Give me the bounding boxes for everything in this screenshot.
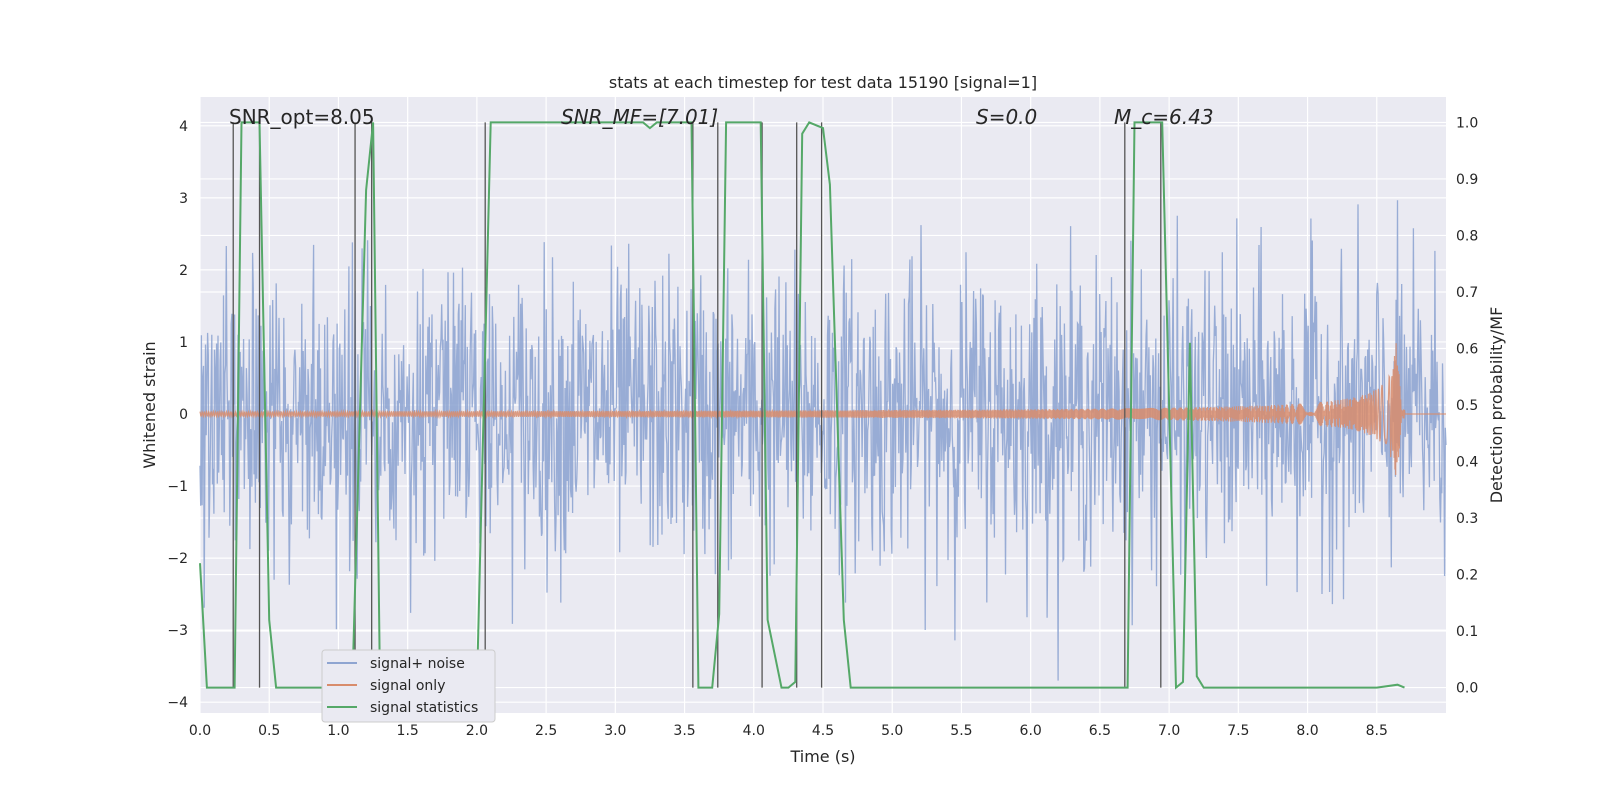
y-tick-label-right: 0.2 [1456, 568, 1478, 584]
y-tick-label-right: 0.1 [1456, 624, 1478, 640]
y-axis-left-title: Whitened strain [140, 341, 159, 468]
ticks: 0.0 0.5 1.0 1.5 2.0 2.5 3.0 3.5 4.0 4.5 5.0 5.5 6.0 6… [167, 115, 1478, 739]
annotation-snr-opt: SNR_opt=8.05 [229, 105, 375, 129]
y-tick-label-right: 0.3 [1456, 511, 1478, 527]
x-tick-label: 2.0 [466, 723, 488, 739]
y-tick-label-left: −1 [167, 479, 188, 495]
y-tick-label-right: 0.4 [1456, 455, 1478, 471]
y-tick-label-left: −3 [167, 623, 188, 639]
x-tick-label: 1.5 [397, 723, 419, 739]
y-tick-label-right: 0.5 [1456, 398, 1478, 414]
annotation-snr-mf: SNR_MF=[7.01] [561, 105, 718, 129]
x-tick-label: 4.5 [812, 723, 834, 739]
y-tick-label-right: 1.0 [1456, 115, 1478, 131]
signal-noise-line [199, 200, 1447, 681]
signal-statistics-line [199, 121, 1405, 690]
x-tick-label: 7.0 [1158, 723, 1180, 739]
legend: signal+ noise signal only signal statist… [321, 649, 496, 723]
x-tick-label: 8.5 [1366, 723, 1388, 739]
signal-only-series [199, 343, 1446, 476]
y-tick-label-left: 3 [179, 191, 188, 207]
x-tick-label: 6.5 [1089, 723, 1111, 739]
signal-only-line [199, 343, 1446, 476]
x-tick-label: 3.0 [604, 723, 626, 739]
y-tick-label-left: 0 [179, 407, 188, 423]
x-tick-label: 0.0 [189, 723, 211, 739]
plot-area [199, 121, 1447, 690]
y-tick-label-right: 0.9 [1456, 172, 1478, 188]
legend-label-signal-statistics: signal statistics [370, 700, 478, 716]
x-tick-label: 8.0 [1296, 723, 1318, 739]
y-tick-label-right: 0.7 [1456, 285, 1478, 301]
x-tick-label: 7.5 [1227, 723, 1249, 739]
legend-label-signal-noise: signal+ noise [370, 656, 465, 672]
y-tick-label-left: −4 [167, 695, 188, 711]
x-tick-label: 5.0 [881, 723, 903, 739]
x-axis-title: Time (s) [789, 747, 855, 766]
legend-label-signal-only: signal only [370, 678, 445, 694]
x-tick-label: 1.0 [327, 723, 349, 739]
annotation-s: S=0.0 [976, 105, 1037, 129]
x-tick-label: 0.5 [258, 723, 280, 739]
legend-box [321, 649, 496, 723]
annotation-mc: M_c=6.43 [1114, 105, 1214, 129]
x-tick-label: 2.5 [535, 723, 557, 739]
y-tick-label-left: 4 [179, 119, 188, 135]
x-tick-label: 5.5 [950, 723, 972, 739]
grid [199, 97, 1446, 713]
y-tick-label-left: 2 [179, 263, 188, 279]
x-tick-label: 6.0 [1020, 723, 1042, 739]
y-tick-label-right: 0.0 [1456, 681, 1478, 697]
y-tick-label-left: −2 [167, 551, 188, 567]
x-tick-label: 3.5 [673, 723, 695, 739]
chart-title: stats at each timestep for test data 151… [609, 73, 1037, 92]
signal-statistics-series [199, 121, 1405, 690]
y-tick-label-right: 0.8 [1456, 228, 1478, 244]
y-axis-right-title: Detection probability/MF [1487, 307, 1506, 504]
y-tick-label-left: 1 [179, 335, 188, 351]
x-tick-label: 4.0 [743, 723, 765, 739]
signal-noise-series [199, 200, 1447, 681]
y-tick-label-right: 0.6 [1456, 341, 1478, 357]
